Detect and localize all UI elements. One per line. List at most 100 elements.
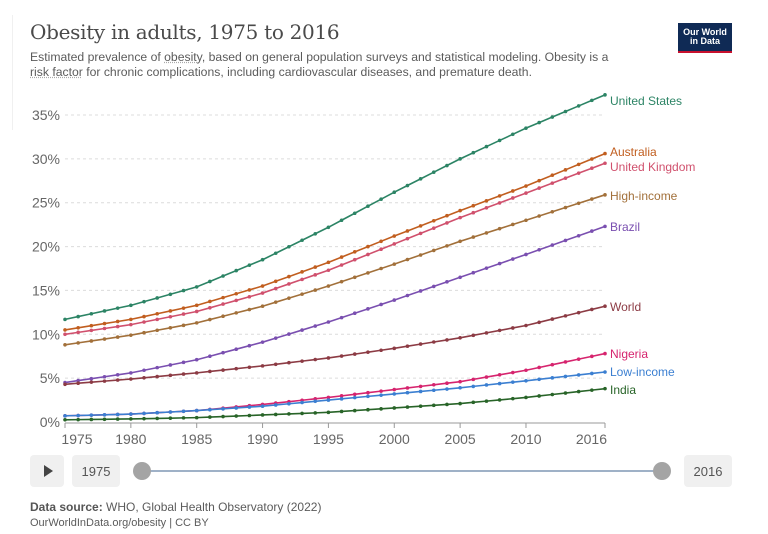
data-point[interactable] [273,251,278,256]
data-point[interactable] [431,388,436,393]
data-point[interactable] [129,303,133,308]
data-point[interactable] [366,407,370,412]
data-point[interactable] [405,257,410,262]
data-point[interactable] [366,244,370,249]
data-point[interactable] [576,104,581,108]
data-point[interactable] [155,416,159,421]
data-point[interactable] [418,389,423,394]
data-point[interactable] [313,288,318,292]
data-point[interactable] [603,351,607,356]
data-point[interactable] [194,309,199,314]
data-point[interactable] [379,407,383,411]
source-text[interactable]: WHO, Global Health Observatory (2022) [102,500,322,514]
data-point[interactable] [366,252,370,257]
data-point[interactable] [603,151,607,156]
data-point[interactable] [89,339,94,343]
data-point[interactable] [550,243,555,247]
data-point[interactable] [247,307,252,312]
data-point[interactable] [181,288,186,293]
data-point[interactable] [76,314,80,319]
data-point[interactable] [168,363,173,367]
data-point[interactable] [221,295,225,300]
data-point[interactable] [603,161,607,166]
data-point[interactable] [129,371,133,375]
data-point[interactable] [576,310,581,315]
data-point[interactable] [497,328,502,333]
data-point[interactable] [273,300,278,304]
series-line-brazil[interactable] [64,225,606,384]
data-point[interactable] [89,311,94,316]
data-point[interactable] [76,381,80,386]
data-point[interactable] [326,225,331,230]
data-point[interactable] [352,257,357,262]
data-point[interactable] [352,250,357,254]
data-point[interactable] [603,93,607,97]
data-point[interactable] [168,373,173,378]
data-point[interactable] [129,417,133,421]
data-point[interactable] [168,292,173,297]
data-point[interactable] [392,262,397,266]
data-point[interactable] [511,196,515,200]
data-point[interactable] [208,299,212,304]
timeline-track[interactable] [142,470,664,472]
data-point[interactable] [181,360,186,365]
data-point[interactable] [155,296,159,300]
data-point[interactable] [194,285,199,289]
data-point[interactable] [208,354,212,359]
data-point[interactable] [89,328,94,333]
data-point[interactable] [405,293,410,298]
data-point[interactable] [484,375,489,379]
data-point[interactable] [287,332,291,336]
data-point[interactable] [168,416,173,420]
data-point[interactable] [484,399,489,403]
data-point[interactable] [352,275,357,280]
data-point[interactable] [168,410,173,414]
data-point[interactable] [352,408,357,413]
data-point[interactable] [181,323,186,328]
data-point[interactable] [352,352,357,356]
data-point[interactable] [590,166,594,171]
data-point[interactable] [418,177,423,181]
data-point[interactable] [76,330,80,335]
data-point[interactable] [76,341,80,345]
data-point[interactable] [102,417,107,422]
data-point[interactable] [563,205,568,210]
data-point[interactable] [339,279,344,284]
end-year-box[interactable]: 2016 [684,455,732,487]
data-point[interactable] [445,221,449,225]
data-point[interactable] [155,374,159,379]
data-point[interactable] [484,231,489,235]
data-point[interactable] [287,296,291,300]
series-label[interactable]: Brazil [610,220,640,234]
data-point[interactable] [497,398,502,402]
data-point[interactable] [326,410,331,415]
series-line-nigeria[interactable] [64,352,606,417]
data-point[interactable] [102,309,107,313]
data-point[interactable] [511,222,515,227]
data-point[interactable] [524,368,528,373]
data-point[interactable] [484,206,489,210]
data-point[interactable] [511,132,515,137]
data-point[interactable] [155,317,159,322]
data-point[interactable] [497,373,502,377]
data-point[interactable] [563,109,568,114]
data-point[interactable] [313,357,318,362]
data-point[interactable] [194,321,199,325]
data-point[interactable] [313,265,318,269]
data-point[interactable] [576,357,581,361]
data-point[interactable] [260,291,265,295]
data-point[interactable] [603,193,607,197]
data-point[interactable] [484,198,489,203]
data-point[interactable] [445,387,449,391]
data-point[interactable] [89,413,94,417]
data-point[interactable] [445,338,449,342]
data-point[interactable] [471,377,476,382]
data-point[interactable] [89,417,94,422]
data-point[interactable] [273,403,278,407]
data-point[interactable] [326,395,331,400]
data-point[interactable] [431,248,436,253]
data-point[interactable] [142,416,146,421]
data-point[interactable] [392,406,397,410]
data-point[interactable] [300,328,304,332]
data-point[interactable] [537,377,541,382]
